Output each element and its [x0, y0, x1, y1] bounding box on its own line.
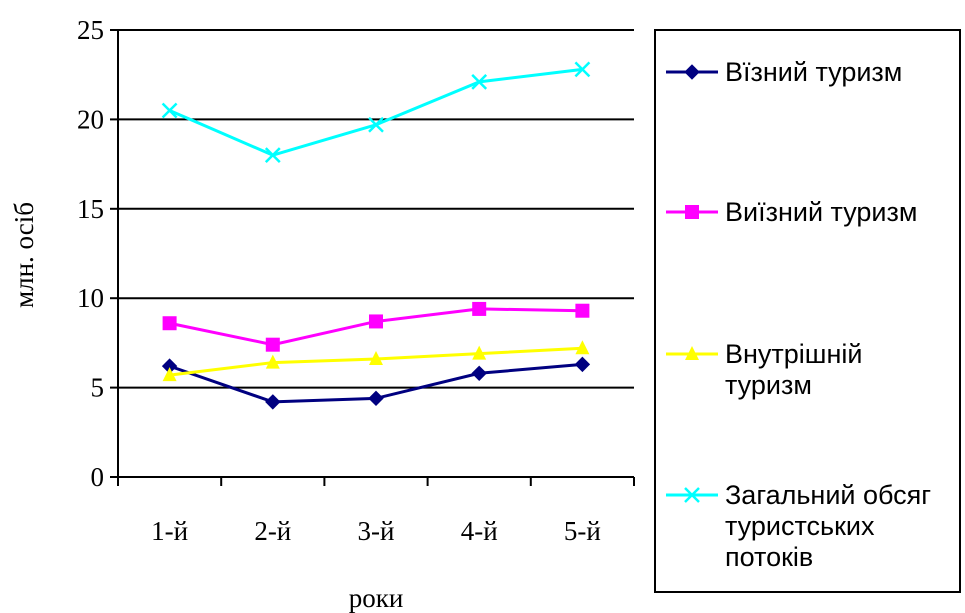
legend-entry: Загальний обсяг туристських потоків	[666, 480, 931, 572]
data-point	[161, 102, 178, 119]
legend-marker	[684, 64, 700, 80]
legend-label-line: туризм	[725, 370, 812, 400]
data-point	[265, 394, 281, 410]
y-tick-label: 25	[77, 15, 104, 45]
data-point	[368, 116, 384, 133]
data-point	[472, 301, 487, 316]
x-tick-label: 2-й	[254, 516, 291, 546]
marker-stroke	[574, 61, 591, 78]
legend-label: Внутрішній туризм	[725, 339, 862, 400]
legend-label: Загальний обсяг туристських потоків	[725, 480, 931, 572]
data-point	[162, 367, 177, 382]
marker-stroke	[264, 147, 281, 164]
y-tick-label: 10	[77, 283, 104, 313]
legend-marker	[685, 346, 699, 360]
marker-stroke	[161, 102, 178, 119]
legend-box	[654, 29, 961, 593]
data-point	[575, 340, 590, 355]
y-tick-label: 0	[91, 462, 105, 492]
legend-entry: Внутрішній туризм	[666, 339, 862, 400]
legend-label: Вїзний туризм	[725, 57, 902, 87]
legend-label-line: Загальний обсяг	[725, 480, 931, 510]
series-2	[162, 301, 590, 352]
data-point	[575, 303, 590, 318]
legend-entry: Вїзний туризм	[666, 57, 902, 87]
y-axis-title: млн. осіб	[9, 202, 39, 308]
legend-entry: Виїзний туризм	[666, 197, 917, 227]
marker-stroke	[368, 116, 384, 133]
legend-marker	[684, 487, 700, 503]
x-axis-title: роки	[349, 583, 404, 613]
y-tick-label: 5	[91, 373, 105, 403]
data-point	[162, 316, 177, 331]
data-point	[574, 61, 591, 78]
x-tick-label: 4-й	[461, 516, 498, 546]
data-point	[471, 365, 487, 382]
marker-stroke	[471, 73, 488, 90]
x-tick-label: 3-й	[358, 516, 395, 546]
data-point	[265, 354, 280, 369]
data-point	[369, 350, 383, 365]
series-lines	[161, 61, 591, 410]
series-line	[169, 67, 583, 157]
data-point	[368, 390, 384, 407]
legend-label-line: потоків	[725, 542, 813, 572]
series-1	[161, 356, 591, 410]
data-point	[369, 314, 383, 329]
legend-label: Виїзний туризм	[725, 197, 917, 227]
data-point	[471, 73, 488, 90]
data-point	[472, 345, 487, 360]
series-3	[162, 340, 590, 382]
data-point	[264, 147, 281, 164]
y-tick-label: 20	[77, 104, 104, 134]
data-point	[265, 337, 280, 352]
axes	[110, 29, 635, 486]
tick-labels: 0 5 10 15 20 25 1-й 2-й 3-й 4-й 5-й	[77, 15, 601, 546]
data-point	[574, 356, 591, 373]
x-tick-label: 5-й	[564, 516, 601, 546]
legend-label-line: Внутрішній	[725, 339, 862, 369]
x-tick-label: 1-й	[151, 516, 188, 546]
legend-label-line: Виїзний туризм	[725, 197, 917, 227]
y-tick-label: 15	[77, 194, 104, 224]
marker-stroke	[684, 487, 700, 503]
legend-label-line: туристських	[725, 511, 875, 541]
gridlines	[118, 29, 634, 389]
legend-marker	[685, 205, 699, 219]
series-4	[161, 61, 591, 164]
legend-label-line: Вїзний туризм	[725, 57, 902, 87]
